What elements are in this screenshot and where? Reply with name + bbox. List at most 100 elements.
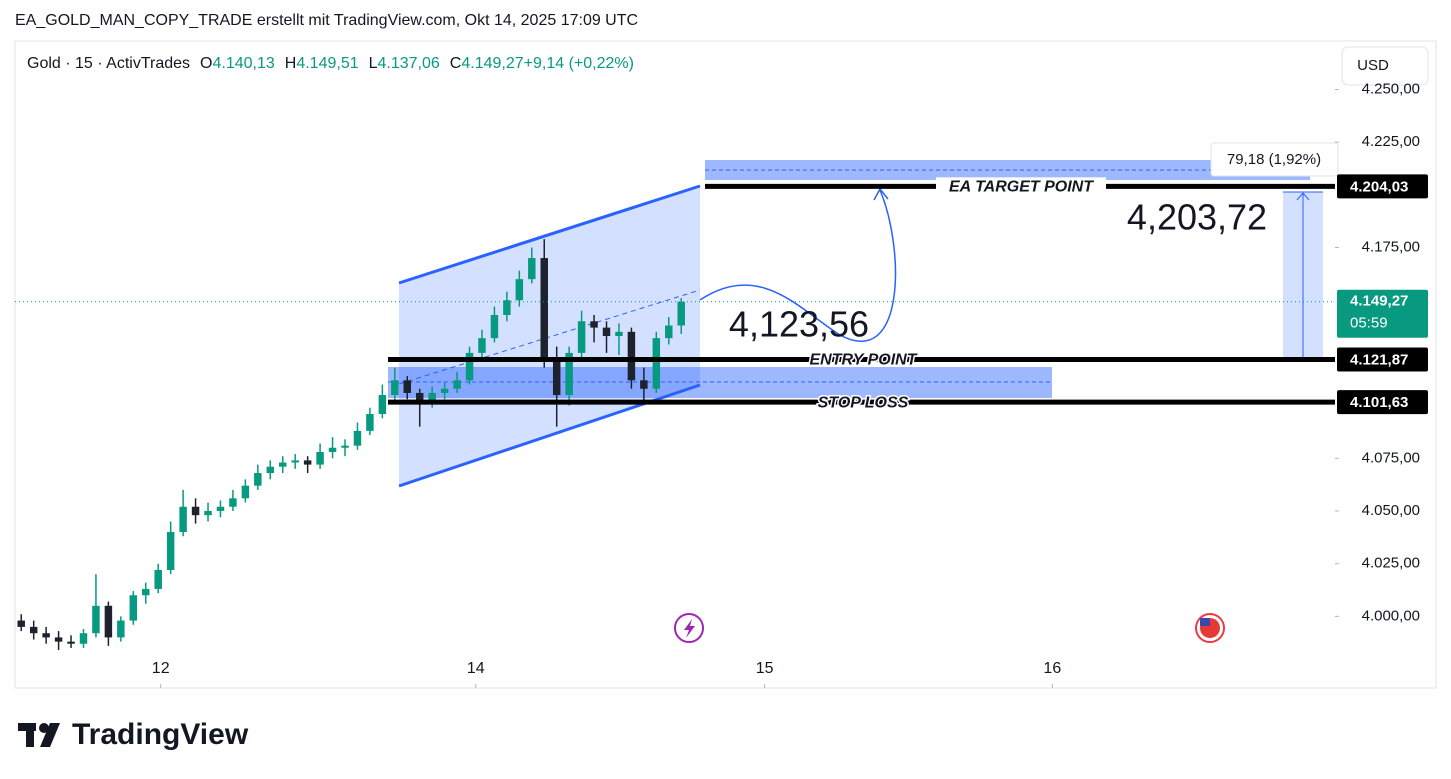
candle-body — [142, 588, 150, 596]
candle-body — [154, 569, 162, 589]
level-badge — [1337, 174, 1428, 199]
level-name: ENTRY POINT — [810, 352, 918, 369]
curve-arrow-head — [873, 187, 889, 201]
logo: TradingView — [72, 718, 249, 751]
chart-frame — [14, 40, 1437, 689]
candle-body — [204, 510, 212, 516]
level-name: STOP LOSS — [818, 394, 909, 411]
candle-body — [677, 301, 685, 326]
candle-body — [378, 395, 387, 415]
y-tick-label: 4.225,00 — [1362, 133, 1420, 150]
measure-box-label-bg — [1210, 142, 1339, 177]
y-tick-label: 4.000,00 — [1362, 607, 1420, 624]
candle-body — [490, 314, 499, 339]
candle-body — [29, 626, 38, 634]
candle-body — [515, 279, 524, 301]
header: EA_GOLD_MAN_COPY_TRADE erstellt mit Trad… — [15, 12, 639, 29]
candle-body — [117, 620, 125, 638]
candle-body — [590, 321, 598, 328]
candle-body — [577, 321, 586, 353]
candle-body — [316, 451, 324, 465]
level-badge — [1337, 390, 1428, 415]
countdown: 05:59 — [1350, 315, 1388, 332]
candle-body — [528, 258, 536, 280]
y-tick-label: 4.250,00 — [1362, 80, 1420, 97]
lightning — [684, 619, 695, 638]
currency[interactable]: USD — [1357, 57, 1389, 74]
channel-top — [398, 184, 701, 285]
logo-mark — [18, 723, 60, 747]
candle-body — [552, 359, 561, 396]
candle-body — [366, 414, 374, 431]
last-price-badge — [1337, 289, 1428, 338]
annotation: 4,123,56 — [729, 304, 869, 345]
candle-body — [229, 498, 237, 507]
candle-body — [440, 388, 449, 393]
level-name: EA TARGET POINT — [949, 179, 1094, 196]
legend-key: O — [200, 55, 212, 72]
x-tick-label: 14 — [467, 660, 485, 677]
symbol: Gold · 15 · ActivTrades — [27, 55, 190, 72]
currency-button[interactable] — [1341, 46, 1429, 86]
flag-canton — [1200, 618, 1210, 626]
ohlc-legend: Gold · 15 · ActivTrades O4.140,13 H4.149,5… — [27, 55, 634, 72]
candle-body — [17, 620, 25, 627]
candle-body — [92, 605, 100, 634]
channel-mid — [398, 289, 701, 385]
candle-body — [465, 352, 474, 381]
legend-key: L — [369, 55, 378, 72]
channel — [399, 186, 700, 486]
candle-body — [353, 430, 362, 446]
legend-key: H — [285, 55, 297, 72]
candle-body — [216, 506, 225, 511]
candle-body — [241, 485, 250, 499]
x-tick-label: 12 — [152, 660, 170, 677]
legend-value: +9,14 (+0,22%) — [524, 55, 634, 72]
candle-body — [166, 532, 175, 570]
legend-key: C — [450, 55, 462, 72]
legend-value: 4.149,51 — [296, 55, 358, 72]
candle-body — [67, 641, 75, 644]
level-badge — [1337, 347, 1428, 372]
y-tick-label: 4.075,00 — [1362, 449, 1420, 466]
candle-body — [291, 460, 299, 463]
y-tick-label: 4.175,00 — [1362, 239, 1420, 256]
level-name-bg — [936, 177, 1106, 196]
candle-body — [191, 506, 200, 516]
candle-body — [254, 473, 262, 486]
candle-body — [328, 447, 337, 452]
legend-value: 4.149,27 — [461, 55, 523, 72]
legend-value: 4.137,06 — [378, 55, 440, 72]
last-price-label: 4.149,27 — [1350, 293, 1408, 310]
candle-body — [415, 392, 424, 402]
measure-label: 79,18 (1,92%) — [1227, 151, 1321, 168]
candle-body — [615, 331, 623, 337]
candle-body — [54, 637, 63, 642]
candle-body — [403, 380, 411, 393]
candle-body — [540, 258, 548, 360]
level-label: 4.121,87 — [1350, 351, 1408, 368]
candle-body — [627, 331, 636, 381]
candle-body — [565, 352, 573, 396]
candle-body — [640, 380, 648, 389]
candle-body — [428, 392, 436, 402]
candle-body — [652, 338, 661, 389]
candle-body — [279, 462, 287, 467]
y-tick-label: 4.025,00 — [1362, 555, 1420, 572]
measure-arrow-head — [1296, 192, 1310, 201]
x-tick-label: 16 — [1043, 660, 1061, 677]
level-label: 4.101,63 — [1350, 394, 1408, 411]
candle-body — [453, 380, 461, 389]
candle-body — [341, 445, 349, 448]
level-label: 4.204,03 — [1350, 178, 1408, 195]
candle-body — [79, 633, 88, 644]
curve-arrow — [699, 189, 897, 343]
candle-body — [391, 380, 399, 396]
candle-body — [503, 300, 511, 315]
candle-body — [42, 633, 50, 638]
candle-body — [602, 327, 611, 337]
candle-body — [129, 595, 138, 621]
annotation: 4,203,72 — [1127, 197, 1267, 238]
candle-body — [478, 338, 486, 353]
